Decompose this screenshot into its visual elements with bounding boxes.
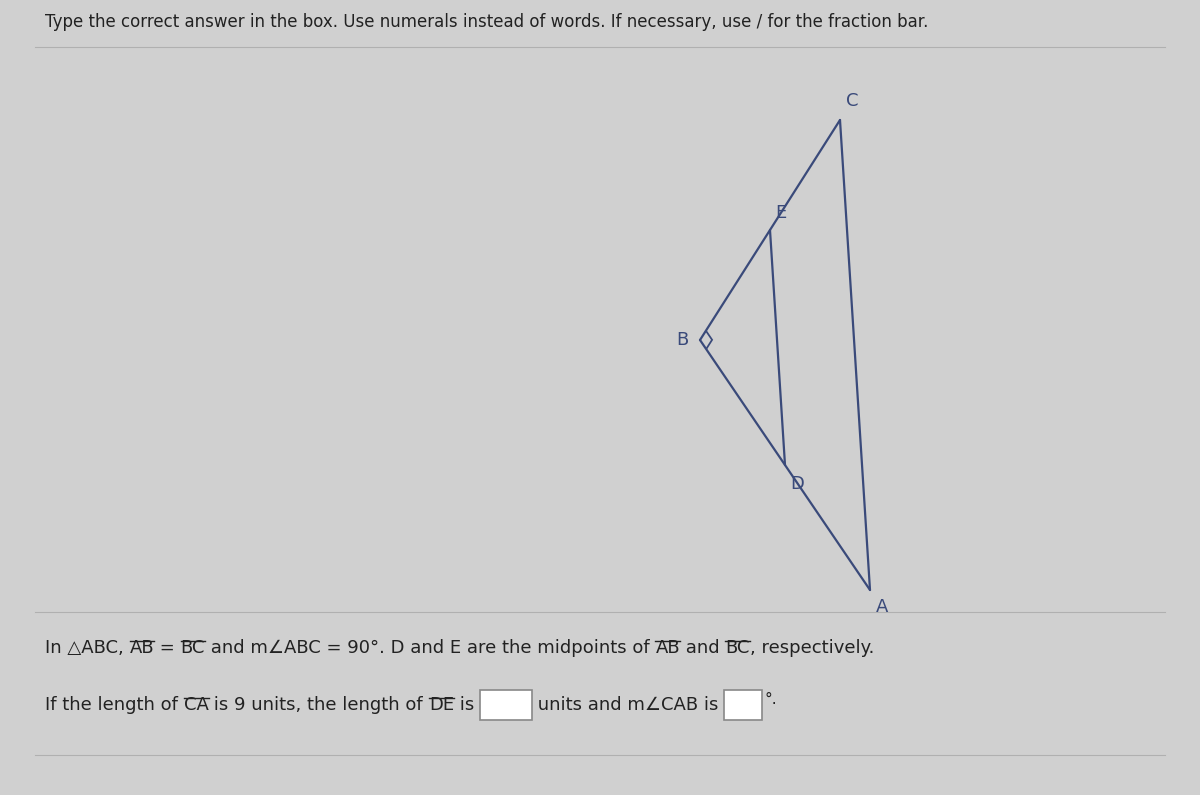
Text: BC: BC (181, 639, 205, 657)
Text: E: E (775, 204, 786, 222)
Text: °.: °. (764, 692, 776, 708)
Text: In △ABC,: In △ABC, (46, 639, 130, 657)
Text: and: and (680, 639, 725, 657)
Text: Type the correct answer in the box. Use numerals instead of words. If necessary,: Type the correct answer in the box. Use … (46, 13, 929, 31)
Text: C: C (846, 92, 858, 110)
Text: is 9 units, the length of: is 9 units, the length of (209, 696, 428, 714)
Text: , respectively.: , respectively. (750, 639, 874, 657)
Text: CA: CA (184, 696, 209, 714)
Text: AB: AB (130, 639, 154, 657)
Text: DE: DE (428, 696, 454, 714)
Text: A: A (876, 598, 888, 616)
FancyBboxPatch shape (480, 690, 532, 720)
Text: units and m∠CAB is: units and m∠CAB is (532, 696, 724, 714)
Text: is: is (454, 696, 480, 714)
FancyBboxPatch shape (724, 690, 762, 720)
Text: If the length of: If the length of (46, 696, 184, 714)
Text: BC: BC (725, 639, 750, 657)
Text: and m∠ABC = 90°. D and E are the midpoints of: and m∠ABC = 90°. D and E are the midpoin… (205, 639, 655, 657)
Text: D: D (790, 475, 804, 493)
Text: =: = (154, 639, 181, 657)
Text: AB: AB (655, 639, 680, 657)
Text: B: B (676, 331, 688, 349)
